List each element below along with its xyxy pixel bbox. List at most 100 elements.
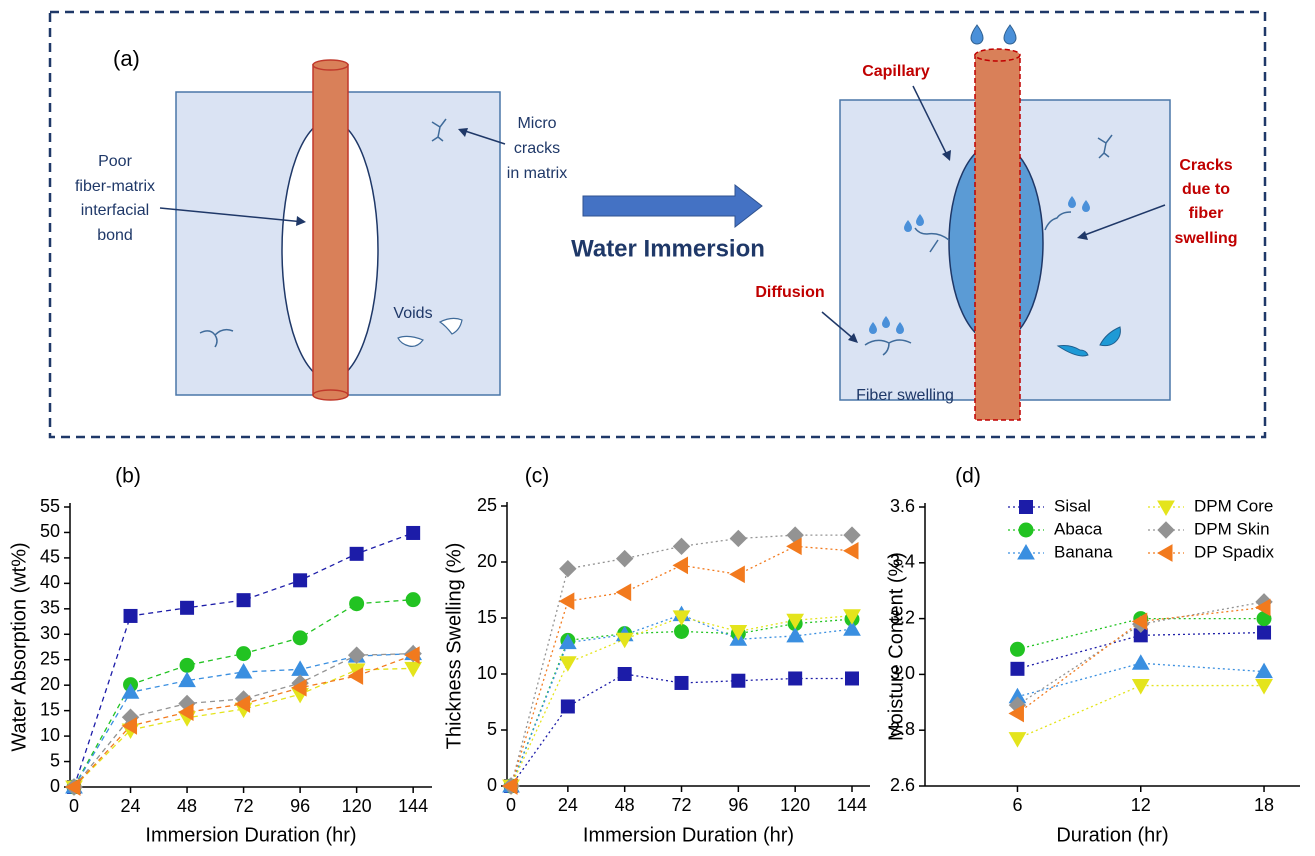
panel-a: (a) Poor fiber-matrix interfacial bond M… (50, 12, 1265, 437)
panel-label: (a) (113, 46, 140, 71)
legend-label: DP Spadix (1194, 542, 1275, 561)
marker (1258, 626, 1271, 639)
marker (181, 601, 194, 614)
x-tick-label: 12 (1131, 795, 1151, 815)
process-arrow (583, 185, 762, 227)
series-line (511, 546, 852, 786)
x-tick-label: 0 (69, 796, 79, 816)
y-tick-label: 0 (487, 775, 497, 795)
legend-label: Banana (1054, 542, 1113, 561)
x-tick-label: 144 (398, 796, 428, 816)
marker (1009, 733, 1025, 747)
marker (674, 557, 688, 573)
legend-item: Abaca (1008, 519, 1103, 538)
marker (350, 597, 364, 611)
label: fiber (1189, 205, 1224, 222)
x-tick-label: 48 (615, 795, 635, 815)
fiber (313, 65, 348, 395)
fiber-top (975, 49, 1020, 61)
marker (237, 594, 250, 607)
legend-label: DPM Core (1194, 496, 1273, 515)
y-tick-label: 15 (40, 699, 60, 719)
y-tick-label: 35 (40, 598, 60, 618)
marker (1158, 501, 1174, 515)
marker (293, 631, 307, 645)
y-tick-label: 20 (477, 551, 497, 571)
y-tick-label: 10 (40, 725, 60, 745)
label: fiber-matrix (75, 178, 155, 195)
y-tick-label: 2.6 (890, 775, 915, 795)
label: bond (97, 227, 133, 244)
x-tick-label: 144 (837, 795, 867, 815)
legend-item: DP Spadix (1148, 542, 1275, 561)
marker (617, 584, 631, 600)
y-tick-label: 45 (40, 547, 60, 567)
x-tick-label: 96 (290, 796, 310, 816)
x-tick-label: 48 (177, 796, 197, 816)
legend-label: Abaca (1054, 519, 1103, 538)
figure: (a) Poor fiber-matrix interfacial bond M… (0, 0, 1315, 856)
label: interfacial (81, 202, 149, 219)
marker (675, 676, 688, 689)
y-tick-label: 0 (50, 776, 60, 796)
x-axis-title: Immersion Duration (hr) (145, 824, 356, 846)
marker (1011, 662, 1024, 675)
panel-label: (b) (115, 465, 141, 488)
y-tick-label: 25 (477, 495, 497, 515)
marker (406, 593, 420, 607)
marker (294, 574, 307, 587)
chart: (d)2.62.83.03.23.43.661218Duration (hr)M… (885, 465, 1300, 847)
y-tick-label: 20 (40, 674, 60, 694)
marker (292, 661, 308, 675)
panel-label: (d) (955, 465, 981, 488)
y-axis-title: Thickness Swelling (%) (443, 543, 465, 750)
fiber-end (313, 390, 348, 400)
marker (730, 530, 746, 546)
x-tick-label: 96 (728, 795, 748, 815)
marker (618, 668, 631, 681)
y-axis-title: Water Absorption (wt%) (8, 542, 30, 751)
marker (844, 543, 858, 559)
marker (674, 538, 690, 554)
label: Voids (393, 305, 432, 322)
y-tick-label: 40 (40, 572, 60, 592)
marker (1020, 501, 1033, 514)
marker (561, 700, 574, 713)
marker (180, 658, 194, 672)
marker (236, 664, 252, 678)
label: due to (1182, 181, 1230, 198)
marker (1158, 522, 1174, 538)
marker (1010, 642, 1024, 656)
droplets (971, 25, 1016, 44)
marker (846, 672, 859, 685)
marker (730, 566, 744, 582)
x-tick-label: 120 (342, 796, 372, 816)
x-tick-label: 72 (671, 795, 691, 815)
y-tick-label: 55 (40, 496, 60, 516)
marker (617, 551, 633, 567)
x-tick-label: 24 (121, 796, 141, 816)
legend-item: Banana (1008, 542, 1113, 561)
x-tick-label: 72 (234, 796, 254, 816)
label: swelling (1174, 230, 1237, 247)
y-tick-label: 10 (477, 663, 497, 683)
marker (350, 547, 363, 560)
y-tick-label: 5 (487, 719, 497, 739)
legend-label: Sisal (1054, 496, 1091, 515)
legend-label: DPM Skin (1194, 519, 1270, 538)
x-tick-label: 18 (1254, 795, 1274, 815)
label: cracks (514, 140, 560, 157)
label: Capillary (862, 63, 930, 80)
x-tick-label: 24 (558, 795, 578, 815)
marker (124, 609, 137, 622)
y-tick-label: 15 (477, 607, 497, 627)
legend-item: Sisal (1008, 496, 1091, 515)
marker (1158, 545, 1172, 561)
marker (560, 657, 576, 671)
marker (405, 662, 421, 676)
panel-label: (c) (525, 465, 550, 488)
marker (1133, 655, 1149, 669)
y-tick-label: 30 (40, 623, 60, 643)
x-axis-title: Duration (hr) (1056, 824, 1168, 846)
marker (407, 526, 420, 539)
